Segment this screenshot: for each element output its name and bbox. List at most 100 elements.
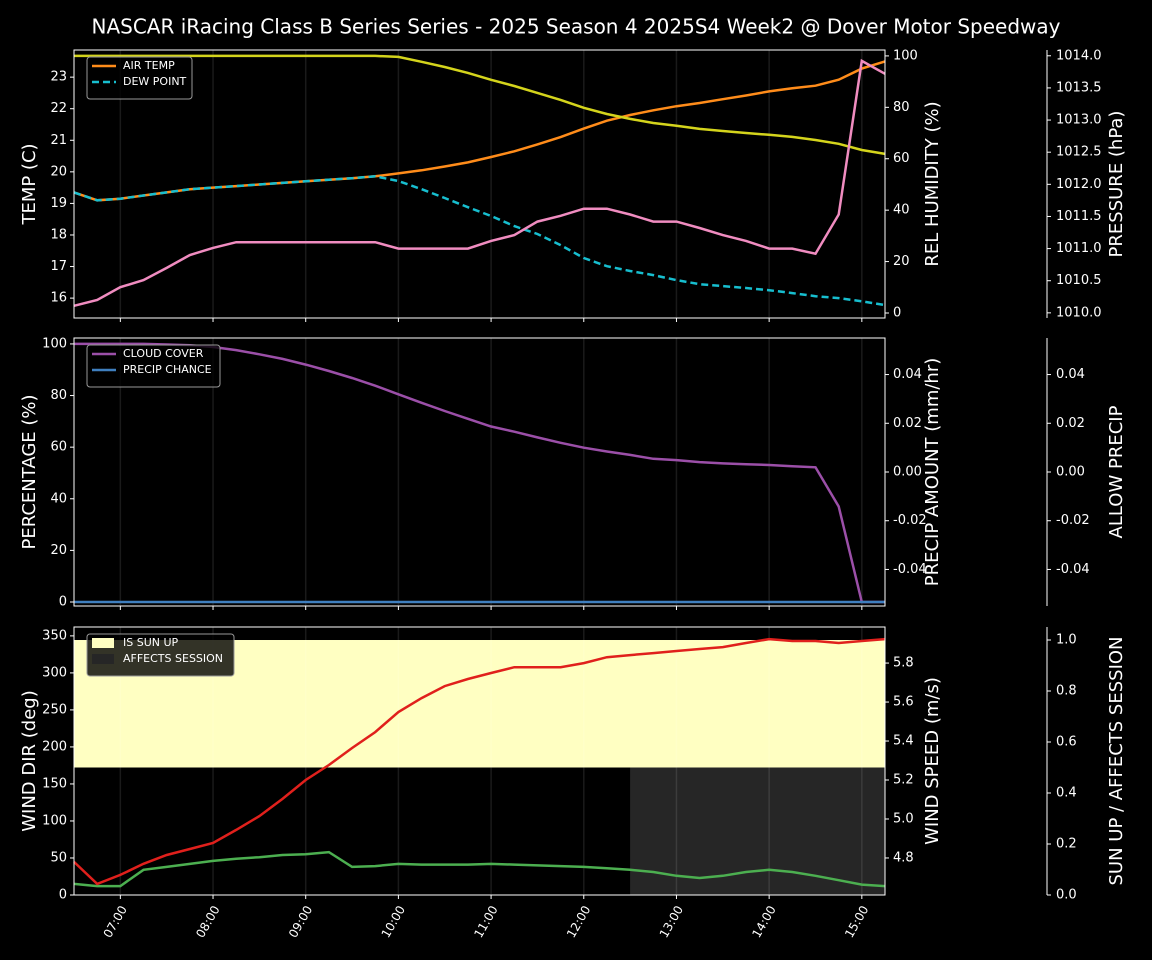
- y-tick-label: 1013.0: [1056, 113, 1102, 128]
- y-tick-label: 1011.0: [1056, 241, 1102, 256]
- y-tick-label: 16: [50, 291, 67, 306]
- fill-band: [699, 767, 724, 895]
- y-tick-label: 0.02: [1056, 416, 1085, 431]
- fill-band: [375, 640, 399, 768]
- legend-swatch: [92, 654, 114, 664]
- series-line: [73, 60, 886, 202]
- chart-title: NASCAR iRacing Class B Series Series - 2…: [92, 15, 1061, 39]
- y-tick-label: 250: [42, 702, 67, 717]
- y-tick-label: 50: [50, 850, 67, 865]
- y-tick-label: 0.4: [1056, 786, 1077, 801]
- fill-band: [676, 767, 701, 895]
- y-tick-label: 5.4: [893, 734, 914, 749]
- series-line: [73, 637, 886, 886]
- fill-band: [491, 640, 515, 768]
- y-tick-label: 40: [893, 203, 910, 218]
- axis-title: WIND SPEED (m/s): [922, 677, 943, 845]
- y-tick-label: 20: [50, 543, 67, 558]
- legend: CLOUD COVER PRECIP CHANCE: [86, 344, 221, 388]
- x-tick-label: 14:00: [749, 903, 778, 940]
- y-tick-label: 200: [42, 739, 67, 754]
- y-tick-label: 60: [50, 440, 67, 455]
- axis-title: PERCENTAGE (%): [19, 394, 40, 549]
- fill-band: [722, 767, 747, 895]
- x-tick-label: 11:00: [471, 903, 500, 940]
- legend-label: IS SUN UP: [123, 636, 179, 649]
- plot-frame: [73, 49, 886, 319]
- fill-band: [653, 640, 677, 768]
- fill-band: [769, 767, 793, 895]
- fill-band: [537, 640, 562, 768]
- fill-band: [421, 640, 446, 768]
- axis-title: PRESSURE (hPa): [1106, 111, 1127, 258]
- y-tick-label: 19: [50, 196, 67, 211]
- fill-band: [630, 767, 654, 895]
- fill-band: [676, 640, 701, 768]
- fill-band: [259, 640, 284, 768]
- legend: AIR TEMP DEW POINT: [86, 56, 193, 100]
- fill-band: [236, 640, 260, 768]
- y-tick-label: 0.6: [1056, 735, 1077, 750]
- y-tick-label: 1.0: [1056, 633, 1077, 648]
- y-tick-label: -0.04: [1056, 562, 1090, 577]
- legend: IS SUN UP AFFECTS SESSION: [86, 633, 235, 677]
- legend-label: AFFECTS SESSION: [123, 652, 223, 665]
- y-tick-label: 0.2: [1056, 837, 1077, 852]
- fill-band: [722, 640, 747, 768]
- y-tick-label: 0: [893, 305, 901, 320]
- y-tick-label: 1010.5: [1056, 273, 1102, 288]
- x-tick-label: 13:00: [657, 903, 686, 940]
- x-tick-label: 15:00: [842, 903, 871, 940]
- y-tick-label: 5.8: [893, 656, 914, 671]
- y-tick-label: 0.00: [1056, 465, 1085, 480]
- legend-label: DEW POINT: [123, 75, 187, 88]
- fill-band: [745, 767, 770, 895]
- axis-title: WIND DIR (deg): [19, 690, 40, 832]
- x-tick-label: 12:00: [564, 903, 593, 940]
- x-tick-label: 07:00: [101, 903, 130, 940]
- y-tick-label: 1011.5: [1056, 209, 1102, 224]
- fill-band: [838, 767, 863, 895]
- legend-label: PRECIP CHANCE: [123, 363, 212, 376]
- x-tick-label: 09:00: [286, 903, 315, 940]
- fill-band: [305, 640, 330, 768]
- fill-band: [653, 767, 677, 895]
- fill-band: [815, 767, 840, 895]
- y-tick-label: 18: [50, 227, 67, 242]
- y-tick-label: 0.04: [1056, 367, 1085, 382]
- fill-band: [282, 640, 307, 768]
- x-tick-label: 08:00: [193, 903, 222, 940]
- fill-band: [444, 640, 469, 768]
- axis-title: SUN UP / AFFECTS SESSION: [1106, 636, 1127, 885]
- fill-band: [838, 640, 863, 768]
- fill-band: [328, 640, 353, 768]
- y-tick-label: 0.04: [893, 367, 922, 382]
- series-line: [73, 58, 886, 308]
- fill-band: [769, 640, 793, 768]
- y-tick-label: 0.00: [893, 465, 922, 480]
- fill-band: [699, 640, 724, 768]
- legend-swatch: [92, 638, 114, 648]
- legend-label: AIR TEMP: [123, 59, 175, 72]
- y-tick-label: 23: [50, 70, 67, 85]
- series-line: [74, 54, 886, 156]
- fill-band: [514, 640, 538, 768]
- plot-frame: [73, 626, 886, 896]
- fill-band: [861, 640, 886, 768]
- fill-band: [815, 640, 840, 768]
- series-line: [73, 850, 886, 888]
- y-tick-label: 100: [893, 48, 918, 63]
- y-tick-label: 0.02: [893, 416, 922, 431]
- legend-box: [86, 56, 193, 100]
- axis-title: PRECIP AMOUNT (mm/hr): [922, 358, 943, 587]
- x-tick-label: 10:00: [379, 903, 408, 940]
- axis-title: TEMP (C): [19, 143, 40, 225]
- y-tick-label: 5.0: [893, 811, 914, 826]
- y-tick-label: 60: [893, 151, 910, 166]
- fill-band: [792, 767, 816, 895]
- fill-band: [630, 640, 654, 768]
- y-tick-label: 100: [42, 813, 67, 828]
- y-tick-label: 17: [50, 259, 67, 274]
- legend-box: [86, 633, 235, 677]
